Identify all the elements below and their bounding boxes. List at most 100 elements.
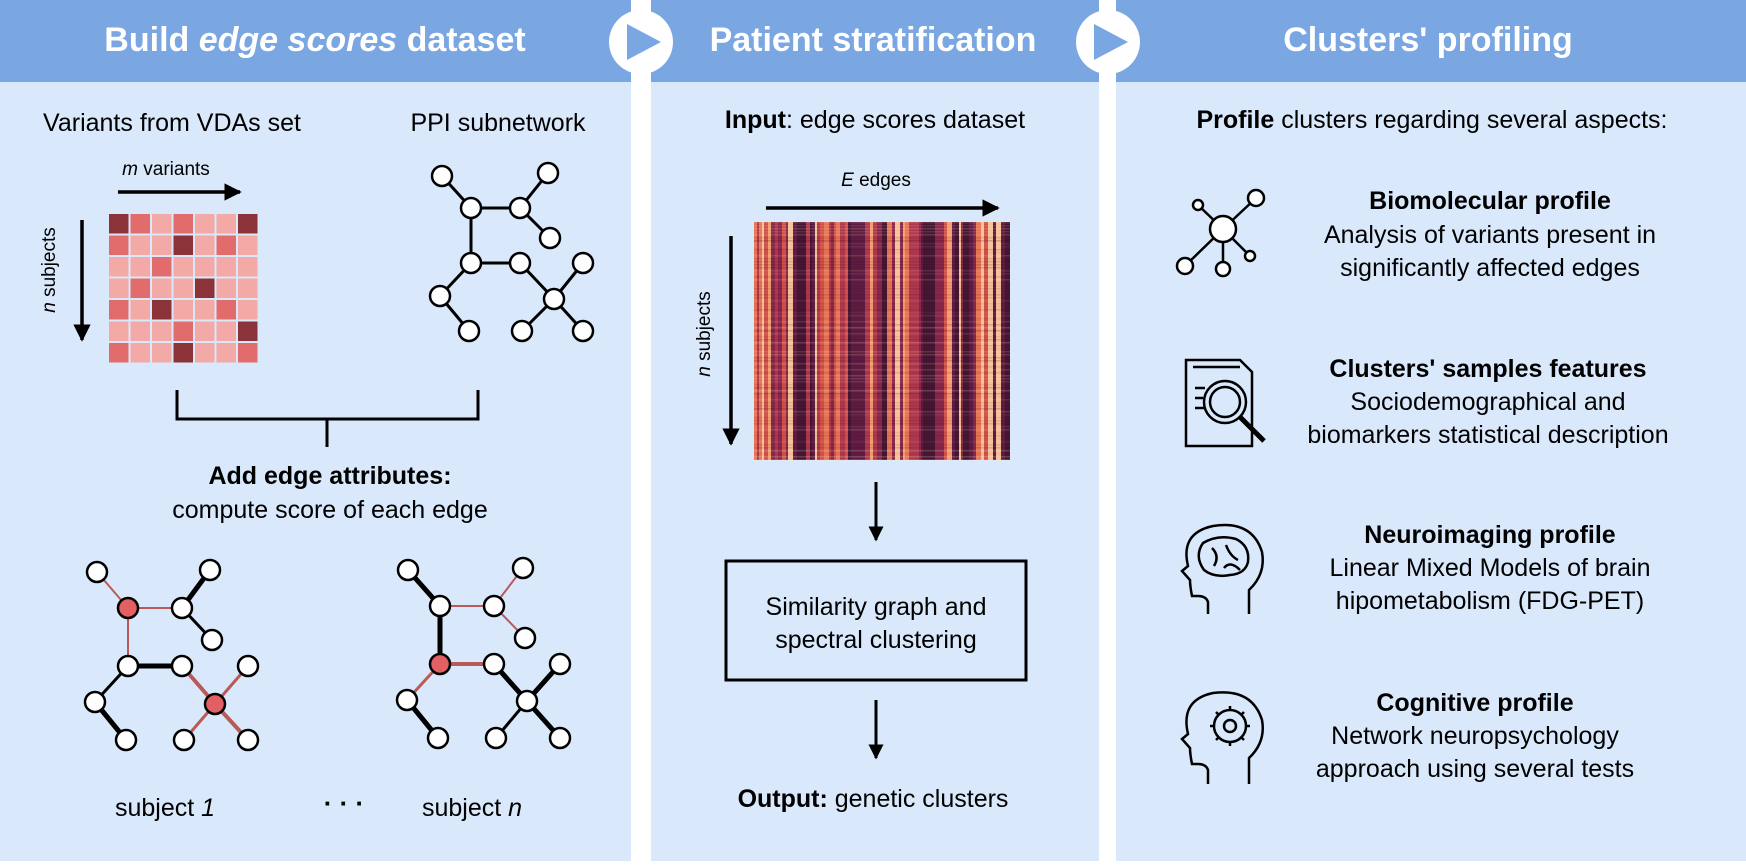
matrix-cell — [238, 257, 258, 277]
matrix-cell — [216, 343, 236, 363]
heatmap-column — [887, 222, 892, 460]
heatmap-row — [754, 444, 1010, 446]
subjects-axis-label: n subjects — [694, 291, 715, 377]
heatmap-row — [754, 426, 1010, 428]
biomolecular-line2: significantly affected edges — [1340, 254, 1640, 282]
matrix-cell — [238, 235, 258, 255]
heatmap-row — [754, 381, 1010, 383]
matrix-cell — [195, 343, 215, 363]
heatmap-row — [754, 273, 1010, 275]
heatmap-row — [754, 303, 1010, 305]
ellipsis: · · · — [324, 788, 364, 818]
heatmap-column — [831, 222, 834, 460]
panel3-header — [1116, 0, 1746, 82]
heatmap-row — [754, 294, 1010, 296]
heatmap-row — [754, 459, 1010, 461]
cognitive-line1: Network neuropsychology — [1331, 722, 1619, 750]
matrix-cell — [216, 257, 236, 277]
heatmap-row — [754, 402, 1010, 404]
heatmap-row — [754, 438, 1010, 440]
matrix-cell — [195, 321, 215, 341]
heatmap-row — [754, 264, 1010, 266]
heatmap-column — [870, 222, 873, 460]
matrix-y-label: n subjects — [39, 227, 60, 313]
heatmap-row — [754, 252, 1010, 254]
panel1-title: Build edge scores dataset — [104, 21, 525, 59]
heatmap-column — [963, 222, 965, 460]
heatmap-row — [754, 231, 1010, 233]
heatmap-column — [856, 222, 861, 460]
heatmap-column — [932, 222, 935, 460]
heatmap-row — [754, 375, 1010, 377]
panel1-header — [0, 0, 631, 82]
matrix-cell — [173, 343, 193, 363]
heatmap-column — [768, 222, 771, 460]
subject-n-network — [395, 556, 572, 750]
heatmap-row — [754, 351, 1010, 353]
heatmap-row — [754, 396, 1010, 398]
heatmap-row — [754, 291, 1010, 293]
matrix-cell — [195, 300, 215, 320]
clustering-line1: Similarity graph and — [766, 593, 987, 621]
heatmap-column — [1001, 222, 1005, 460]
matrix-cell — [195, 235, 215, 255]
heatmap-column — [993, 222, 996, 460]
heatmap-column — [754, 222, 757, 460]
cognitive-title: Cognitive profile — [1376, 689, 1573, 717]
heatmap-column — [903, 222, 905, 460]
heatmap-row — [754, 423, 1010, 425]
heatmap-column — [865, 222, 867, 460]
heatmap-row — [754, 408, 1010, 410]
heatmap-row — [754, 228, 1010, 230]
heatmap-row — [754, 309, 1010, 311]
heatmap-row — [754, 345, 1010, 347]
heatmap-column — [895, 222, 900, 460]
add-edge-attributes-title: Add edge attributes: — [208, 462, 451, 490]
heatmap-column — [801, 222, 806, 460]
variant-matrix — [109, 214, 258, 363]
heatmap-column — [815, 222, 817, 460]
heatmap-column — [976, 222, 981, 460]
heatmap-row — [754, 240, 1010, 242]
brain-head-icon — [1180, 523, 1264, 614]
heatmap-row — [754, 300, 1010, 302]
matrix-cell — [152, 214, 172, 234]
matrix-cell — [238, 321, 258, 341]
heatmap-row — [754, 270, 1010, 272]
heatmap-column — [854, 222, 856, 460]
heatmap-column — [909, 222, 914, 460]
heatmap-column — [848, 222, 851, 460]
matrix-cell — [109, 343, 129, 363]
neuroimaging-line2: hipometabolism (FDG-PET) — [1336, 587, 1644, 615]
matrix-cell — [216, 278, 236, 298]
heatmap-column — [793, 222, 795, 460]
neuroimaging-title: Neuroimaging profile — [1364, 521, 1616, 549]
heatmap-column — [786, 222, 788, 460]
gear-head-icon — [1180, 691, 1264, 784]
heatmap-column — [788, 222, 793, 460]
network-icon — [1175, 188, 1266, 278]
matrix-cell — [152, 257, 172, 277]
matrix-cell — [152, 300, 172, 320]
merge-bracket — [175, 390, 480, 447]
heatmap-column — [955, 222, 959, 460]
heatmap-row — [754, 249, 1010, 251]
subject-1-label: subject 1 — [115, 794, 215, 822]
biomolecular-line1: Analysis of variants present in — [1324, 221, 1656, 249]
matrix-cell — [152, 321, 172, 341]
biomolecular-title: Biomolecular profile — [1369, 187, 1611, 215]
heatmap-column — [892, 222, 895, 460]
heatmap-column — [923, 222, 928, 460]
heatmap-row — [754, 246, 1010, 248]
matrix-x-label: m variants — [122, 159, 210, 180]
matrix-cell — [173, 321, 193, 341]
edge-scores-heatmap — [754, 222, 1010, 461]
heatmap-row — [754, 429, 1010, 431]
heatmap-column — [771, 222, 775, 460]
cognitive-line2: approach using several tests — [1316, 755, 1634, 783]
heatmap-row — [754, 363, 1010, 365]
heatmap-row — [754, 258, 1010, 260]
subject-n-label: subject n — [422, 794, 522, 822]
heatmap-column — [759, 222, 762, 460]
heatmap-column — [984, 222, 988, 460]
